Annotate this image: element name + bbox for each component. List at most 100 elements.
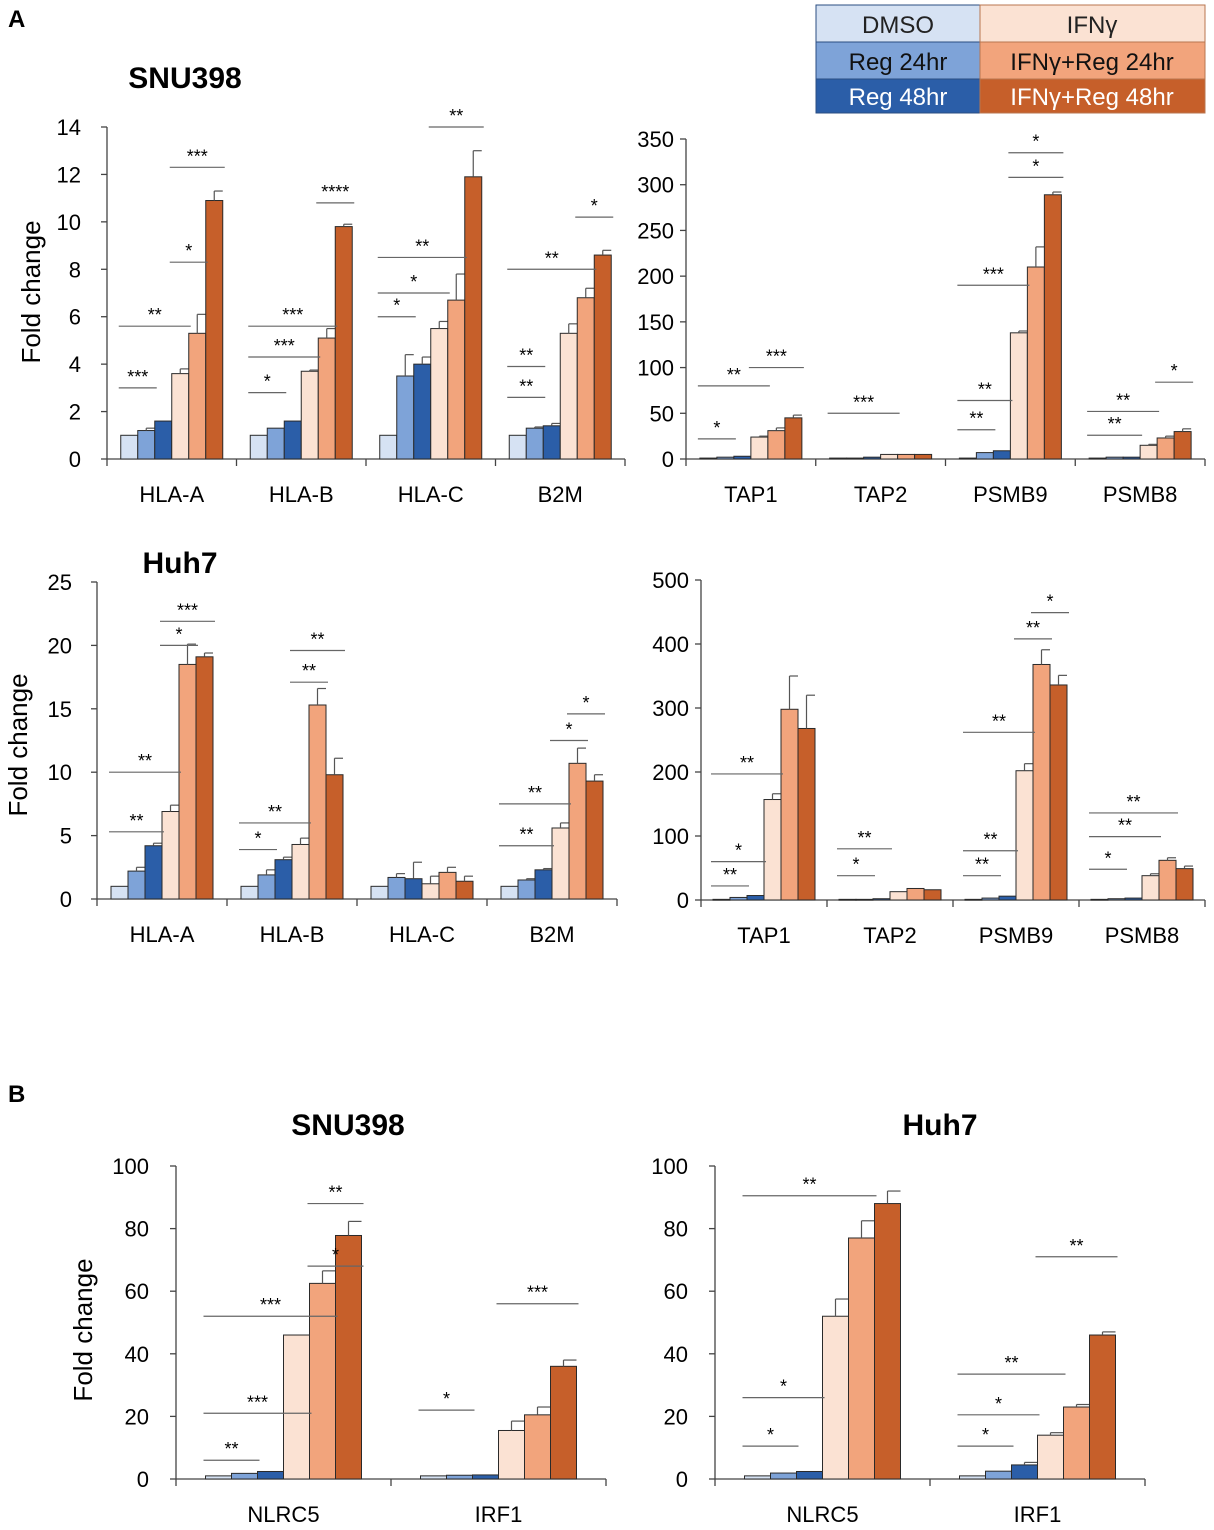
chart-b2-bar — [985, 1470, 1012, 1480]
chart-a3-bar — [387, 876, 406, 900]
chart-a2-significance-label: ** — [1108, 414, 1122, 434]
chart-a3-bar — [161, 811, 180, 900]
chart-b2-bar — [1063, 1406, 1090, 1480]
chart-a4-bar — [763, 799, 782, 901]
chart-a3-significance-label: ** — [268, 802, 282, 822]
legend-swatch-ifn-reg48 — [979, 78, 1206, 114]
chart-a3-significance-label: ** — [302, 661, 316, 681]
chart-a2-x-tick-label: TAP1 — [724, 482, 777, 507]
chart-a3-x-tick-label: HLA-B — [260, 922, 325, 947]
chart-b2-significance-label: ** — [1004, 1353, 1018, 1373]
chart-a2-significance-label: * — [713, 418, 720, 438]
chart-a4-x-tick-label: PSMB9 — [979, 923, 1054, 948]
chart-b2-significance-label: * — [767, 1425, 774, 1445]
chart-a4-x-tick-label: TAP1 — [737, 923, 790, 948]
chart-b1-y-tick-label: 60 — [125, 1279, 149, 1304]
chart-a2-bar — [784, 417, 803, 460]
chart-a2-x-tick-label: PSMB9 — [973, 482, 1048, 507]
chart-a3-y-tick-label: 20 — [48, 633, 72, 658]
chart-b1-bar — [524, 1414, 551, 1480]
chart-b1-y-tick-label: 0 — [137, 1467, 149, 1492]
chart-a3-bar — [127, 870, 146, 900]
chart-a4-significance-label: * — [1104, 848, 1111, 868]
chart-a2-bar — [716, 456, 735, 460]
chart-a1-bar — [464, 176, 483, 460]
chart-a1-bar — [300, 370, 319, 460]
chart-b1-bar — [472, 1474, 499, 1480]
chart-b2-title: Huh7 — [903, 1109, 978, 1142]
chart-b2-y-tick-label: 60 — [664, 1279, 688, 1304]
chart-a3-significance-label: * — [582, 693, 589, 713]
chart-a3-x-tick-label: B2M — [529, 922, 574, 947]
chart-a1-bar — [334, 226, 353, 460]
chart-a3-x-tick-label: HLA-A — [130, 922, 195, 947]
chart-a3-bar — [438, 871, 457, 900]
chart-a3-bar — [257, 874, 276, 900]
chart-a2-bar — [897, 453, 916, 460]
chart-a4-bar — [1090, 898, 1109, 901]
chart-a2-bar — [846, 457, 865, 460]
chart-a1-bar — [447, 299, 466, 460]
chart-b1-x-tick-label: NLRC5 — [247, 1502, 319, 1527]
chart-a3-significance-label: ** — [519, 825, 533, 845]
chart-a3-significance-label: *** — [177, 600, 198, 620]
chart-a4-bar — [906, 887, 925, 901]
chart-b1-significance-label: ** — [328, 1183, 342, 1203]
panel-label-a: A — [8, 6, 25, 33]
chart-a4-significance-label: ** — [1126, 792, 1140, 812]
chart-a2-significance-label: ** — [727, 365, 741, 385]
chart-a1-y-tick-label: 14 — [57, 115, 81, 140]
chart-a4-x-tick-label: TAP2 — [863, 923, 916, 948]
chart-b2-bar — [1037, 1434, 1064, 1480]
chart-a1-bar — [120, 434, 139, 460]
chart-a1-y-axis-label: Fold change — [16, 220, 46, 363]
chart-a3-significance-label: * — [565, 720, 572, 740]
chart-a2-x-tick-label: PSMB8 — [1103, 482, 1178, 507]
chart-a3-title: Huh7 — [143, 547, 218, 580]
chart-a2-bar — [880, 453, 899, 460]
chart-a1-bar — [137, 430, 156, 460]
chart-a2-bar — [992, 450, 1011, 460]
chart-b2-bar — [848, 1237, 875, 1480]
chart-a4-y-tick-label: 200 — [652, 760, 689, 785]
chart-b1-y-tick-label: 100 — [112, 1154, 149, 1179]
legend-label-reg24: Reg 24hr — [849, 49, 948, 76]
legend-label-ifn-reg48: IFNγ+Reg 48hr — [1010, 84, 1173, 111]
chart-a3-bar — [421, 883, 440, 900]
chart-a1-significance-label: *** — [127, 367, 148, 387]
chart-a1-significance-label: * — [591, 196, 598, 216]
chart-a1-y-tick-label: 6 — [69, 305, 81, 330]
legend-label-ifn: IFNγ — [1067, 12, 1118, 39]
chart-a4-bar — [923, 889, 942, 901]
chart-a2-significance-label: *** — [983, 264, 1004, 284]
chart-a2-bar — [1139, 444, 1158, 460]
chart-a1-significance-label: ** — [449, 106, 463, 126]
chart-a3-bar — [370, 885, 389, 900]
chart-b2-bar — [1011, 1464, 1038, 1480]
chart-a1-bar — [171, 373, 190, 460]
chart-a3-bar — [404, 878, 423, 900]
chart-b2-significance-label: * — [982, 1425, 989, 1445]
chart-a3-bar — [178, 663, 197, 900]
chart-a2-bar — [958, 457, 977, 460]
chart-b1-significance-label: *** — [247, 1392, 268, 1412]
chart-a4-significance-label: ** — [975, 855, 989, 875]
chart-a4-significance-label: * — [852, 855, 859, 875]
chart-a2-y-tick-label: 250 — [637, 218, 674, 243]
chart-a1-significance-label: * — [393, 296, 400, 316]
chart-b1-y-axis-label: Fold change — [68, 1258, 98, 1401]
chart-a2-bar — [1122, 456, 1141, 460]
chart-a3-bar — [500, 885, 519, 900]
chart-a3-significance-label: ** — [138, 751, 152, 771]
chart-b1-y-tick-label: 40 — [125, 1342, 149, 1367]
chart-a1-bar — [559, 332, 578, 460]
chart-b1-bar — [550, 1365, 577, 1480]
chart-a2-bar — [699, 457, 718, 460]
chart-a3-bar — [144, 845, 163, 900]
chart-a2-y-tick-label: 0 — [662, 447, 674, 472]
chart-a1-significance-label: *** — [282, 305, 303, 325]
chart-b2-bar — [874, 1203, 901, 1480]
chart-a1-bar — [188, 332, 207, 460]
chart-a2-bar — [863, 456, 882, 460]
chart-a4-bar — [1015, 770, 1034, 901]
